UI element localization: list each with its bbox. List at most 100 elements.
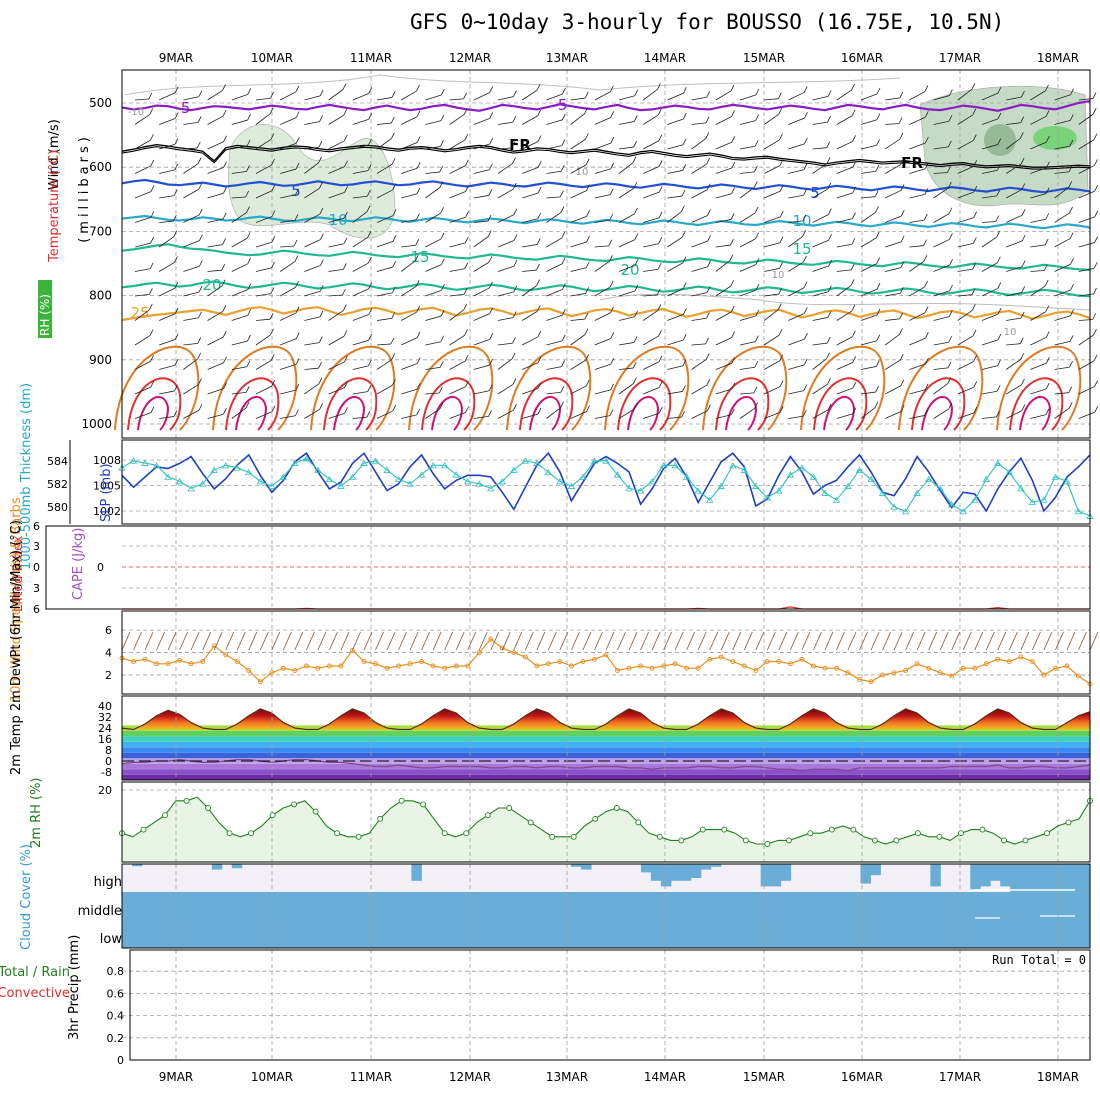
wind-barb bbox=[392, 286, 396, 293]
isotherm-35-line bbox=[127, 377, 182, 431]
wind-barb bbox=[319, 115, 323, 122]
wind-barb bbox=[973, 381, 978, 388]
wind-speed-point bbox=[972, 665, 978, 671]
isotherm-35-line bbox=[323, 377, 378, 431]
thickness-point bbox=[325, 475, 334, 483]
wind-barb bbox=[1078, 139, 1095, 150]
wind-barb bbox=[173, 189, 178, 196]
surface-wind-barb bbox=[732, 631, 742, 651]
wind-tick-label: 6 bbox=[105, 624, 112, 637]
wind-barb bbox=[874, 401, 879, 408]
date-label-top: 17MAR bbox=[939, 51, 981, 65]
wind-barb bbox=[560, 386, 565, 393]
wind-barb bbox=[522, 166, 539, 174]
wind-barb bbox=[610, 111, 615, 118]
wind-barb bbox=[513, 234, 518, 241]
wind-barb bbox=[836, 310, 853, 321]
lifted-tick-label: 3 bbox=[33, 582, 40, 595]
wind-barb bbox=[681, 410, 686, 418]
wind-barb bbox=[328, 140, 345, 150]
wind-speed-point bbox=[511, 650, 517, 656]
wind-barb bbox=[730, 238, 734, 246]
wind-barb bbox=[416, 84, 420, 92]
wind-barb bbox=[222, 408, 227, 415]
wind-barb bbox=[707, 260, 711, 268]
wind-barb bbox=[546, 391, 561, 395]
panel-frame-thickness bbox=[121, 439, 1091, 525]
isotherm-30-line bbox=[114, 345, 200, 431]
wind-barb bbox=[812, 162, 828, 174]
wind-barb bbox=[924, 188, 929, 195]
wind-barb bbox=[1045, 305, 1050, 312]
thickness-point bbox=[198, 480, 207, 487]
wind-barb bbox=[376, 189, 393, 199]
wind-barb bbox=[1068, 402, 1073, 409]
wind-barb bbox=[691, 359, 707, 370]
wind-barb bbox=[246, 360, 251, 367]
wind-speed-point bbox=[338, 663, 344, 669]
wind-barb bbox=[465, 380, 469, 387]
wind-barb bbox=[1046, 356, 1050, 364]
wind-barb bbox=[643, 412, 660, 419]
cloud-high-bar bbox=[231, 864, 243, 869]
thickness-point bbox=[878, 489, 887, 496]
isotherm-30-line bbox=[310, 345, 396, 431]
temp-ylabel: 2m Temp 2m DewPt (6hr Min/Max) (°C) bbox=[9, 520, 24, 775]
wind-barb bbox=[416, 305, 421, 313]
wind-barb bbox=[376, 122, 392, 125]
wind-barb bbox=[971, 83, 976, 90]
wind-barb bbox=[416, 357, 421, 364]
wind-barb bbox=[836, 218, 853, 223]
wind-barb bbox=[352, 195, 368, 199]
wind-barb bbox=[570, 385, 587, 395]
wind-barb bbox=[522, 336, 539, 346]
wind-barb bbox=[852, 186, 857, 194]
wind-barb bbox=[850, 263, 855, 271]
wind-barb bbox=[352, 144, 369, 150]
wind-barb bbox=[159, 339, 176, 346]
thickness-point bbox=[1051, 473, 1060, 480]
wind-barb bbox=[900, 209, 905, 217]
wind-barb bbox=[957, 114, 973, 125]
wind-barb bbox=[715, 193, 732, 199]
wind-barb bbox=[1005, 358, 1021, 370]
wind-barb bbox=[463, 108, 468, 115]
wind-barb bbox=[739, 408, 755, 419]
wind-barb bbox=[788, 92, 805, 101]
thickness-point bbox=[268, 482, 276, 489]
wind-barb bbox=[293, 239, 298, 247]
wind-barb bbox=[425, 212, 441, 223]
surface-wind-barb bbox=[882, 631, 891, 651]
precip-tick-label: 0.6 bbox=[107, 987, 125, 1000]
wind-barb bbox=[899, 287, 904, 294]
wind-barb bbox=[586, 405, 590, 412]
wind-barb bbox=[134, 165, 151, 174]
wind-speed-point bbox=[165, 661, 171, 667]
surface-wind-barb bbox=[905, 631, 914, 651]
wind-speed-point bbox=[407, 661, 413, 667]
wind-barb bbox=[1070, 309, 1074, 316]
wind-barb bbox=[522, 387, 539, 395]
date-label-bottom: 9MAR bbox=[159, 1070, 194, 1084]
surface-wind-barb bbox=[893, 631, 903, 651]
wind-barb bbox=[570, 97, 586, 101]
wind-barb bbox=[280, 312, 297, 321]
wind-barb bbox=[207, 167, 224, 174]
wind-barb bbox=[537, 356, 542, 363]
surface-wind-barb bbox=[133, 631, 142, 651]
wind-barb bbox=[376, 359, 392, 370]
wind-barb bbox=[570, 267, 587, 272]
wind-barb bbox=[731, 382, 736, 390]
wind-speed-point bbox=[350, 647, 355, 653]
wind-barb bbox=[1078, 216, 1095, 223]
surface-wind-barb bbox=[663, 631, 672, 651]
thickness-point bbox=[210, 466, 218, 473]
wind-barb bbox=[198, 404, 203, 411]
wind-barb bbox=[425, 94, 442, 101]
wind-barb bbox=[255, 411, 273, 419]
wind-barb bbox=[739, 171, 755, 174]
thickness-point bbox=[844, 482, 852, 489]
thickness-point bbox=[809, 473, 818, 480]
thickness-point bbox=[959, 508, 967, 515]
wind-barb bbox=[1005, 384, 1022, 395]
